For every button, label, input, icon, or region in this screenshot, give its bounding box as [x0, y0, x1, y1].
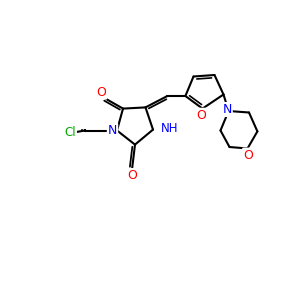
Text: O: O — [243, 148, 253, 162]
Text: O: O — [127, 169, 137, 182]
Text: N: N — [222, 103, 232, 116]
Text: O: O — [96, 85, 106, 99]
Text: Cl: Cl — [64, 125, 76, 139]
Text: N: N — [108, 124, 117, 137]
Text: O: O — [196, 109, 206, 122]
Text: NH: NH — [160, 122, 178, 135]
